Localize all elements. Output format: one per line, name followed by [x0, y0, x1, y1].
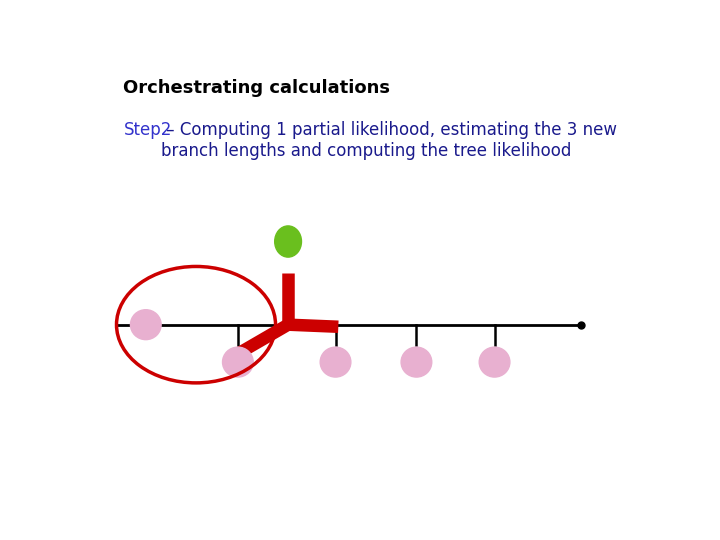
Ellipse shape: [480, 347, 510, 377]
Ellipse shape: [222, 347, 253, 377]
Ellipse shape: [401, 347, 432, 377]
Ellipse shape: [320, 347, 351, 377]
Text: Orchestrating calculations: Orchestrating calculations: [124, 79, 390, 97]
Text: Step2: Step2: [124, 121, 172, 139]
Ellipse shape: [275, 226, 302, 257]
Ellipse shape: [130, 310, 161, 340]
Text: – Computing 1 partial likelihood, estimating the 3 new
branch lengths and comput: – Computing 1 partial likelihood, estima…: [161, 121, 618, 160]
